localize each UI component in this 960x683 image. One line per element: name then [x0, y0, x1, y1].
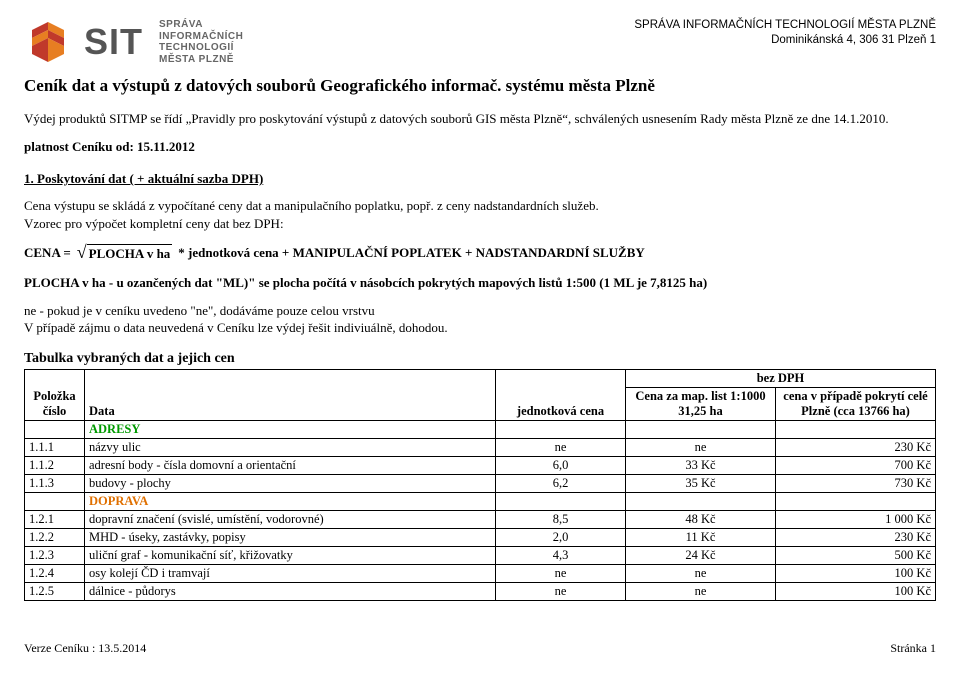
org-street: Dominikánská 4, 306 31 Plzeň 1	[634, 33, 936, 48]
cell-num: 1.2.3	[25, 546, 85, 564]
formula: CENA = √ PLOCHA v ha * jednotková cena +…	[24, 244, 936, 262]
table-row: 1.1.2 adresní body - čísla domovní a ori…	[25, 456, 936, 474]
th-polozka: Položka číslo	[25, 369, 85, 420]
cell-data: budovy - plochy	[85, 474, 496, 492]
cell-map: 48 Kč	[626, 510, 776, 528]
cell-jc: 8,5	[496, 510, 626, 528]
table-row: 1.2.1 dopravní značení (svislé, umístění…	[25, 510, 936, 528]
th-jc: jednotková cena	[496, 369, 626, 420]
cell-jc: ne	[496, 564, 626, 582]
table-row: 1.2.4 osy kolejí ČD i tramvají ne ne 100…	[25, 564, 936, 582]
cell-data: osy kolejí ČD i tramvají	[85, 564, 496, 582]
table-title: Tabulka vybraných dat a jejich cen	[24, 351, 936, 367]
cell-full: 700 Kč	[776, 456, 936, 474]
sqrt-icon: √	[77, 243, 87, 261]
logo: SIT SPRÁVA INFORMAČNÍCH TECHNOLOGIÍ MĚST…	[24, 18, 243, 66]
cell-jc: 2,0	[496, 528, 626, 546]
cell-map: 35 Kč	[626, 474, 776, 492]
th-map: Cena za map. list 1:1000 31,25 ha	[626, 387, 776, 420]
th-full: cena v případě pokrytí celé Plzně (cca 1…	[776, 387, 936, 420]
table-row: 1.1.1 názvy ulic ne ne 230 Kč	[25, 438, 936, 456]
cell-map: ne	[626, 582, 776, 600]
cell-map: 11 Kč	[626, 528, 776, 546]
section-row-adresy: ADRESY	[25, 420, 936, 438]
cell-data: MHD - úseky, zastávky, popisy	[85, 528, 496, 546]
org-name: SPRÁVA INFORMAČNÍCH TECHNOLOGIÍ MĚSTA PL…	[634, 18, 936, 33]
footer-version: Verze Ceníku : 13.5.2014	[24, 641, 146, 656]
cell-jc: 6,0	[496, 456, 626, 474]
cell-jc: ne	[496, 582, 626, 600]
cell-num: 1.2.4	[25, 564, 85, 582]
section-row-doprava: DOPRAVA	[25, 492, 936, 510]
table-row: 1.2.5 dálnice - půdorys ne ne 100 Kč	[25, 582, 936, 600]
page-title: Ceník dat a výstupů z datových souborů G…	[24, 76, 936, 96]
section-label: DOPRAVA	[85, 492, 496, 510]
cell-map: 24 Kč	[626, 546, 776, 564]
cell-data: uliční graf - komunikační síť, křižovatk…	[85, 546, 496, 564]
ne-notes: ne - pokud je v ceníku uvedeno "ne", dod…	[24, 302, 936, 337]
cell-full: 230 Kč	[776, 528, 936, 546]
formula-sqrt-arg: PLOCHA v ha	[87, 244, 173, 262]
logo-sub-line: TECHNOLOGIÍ	[159, 42, 243, 54]
cell-num: 1.1.3	[25, 474, 85, 492]
logo-icon	[24, 18, 72, 66]
ne-note-1: ne - pokud je v ceníku uvedeno "ne", dod…	[24, 303, 375, 318]
section-label: ADRESY	[85, 420, 496, 438]
price-explain-2: Vzorec pro výpočet kompletní ceny dat be…	[24, 216, 284, 231]
cell-map: ne	[626, 564, 776, 582]
header: SIT SPRÁVA INFORMAČNÍCH TECHNOLOGIÍ MĚST…	[24, 18, 936, 66]
logo-sub-line: INFORMAČNÍCH	[159, 31, 243, 43]
price-explain: Cena výstupu se skládá z vypočítané ceny…	[24, 197, 936, 232]
footer: Verze Ceníku : 13.5.2014 Stránka 1	[24, 641, 936, 656]
th-data: Data	[85, 369, 496, 420]
cell-jc: 6,2	[496, 474, 626, 492]
section-1-heading: 1. Poskytování dat ( + aktuální sazba DP…	[24, 171, 936, 187]
cell-data: adresní body - čísla domovní a orientačn…	[85, 456, 496, 474]
plocha-note: PLOCHA v ha - u ozančených dat "ML)" se …	[24, 274, 936, 292]
th-bezdph: bez DPH	[626, 369, 936, 387]
ne-note-2: V případě zájmu o data neuvedená v Ceník…	[24, 320, 448, 335]
cell-data: dopravní značení (svislé, umístění, vodo…	[85, 510, 496, 528]
cell-full: 500 Kč	[776, 546, 936, 564]
cell-num: 1.2.2	[25, 528, 85, 546]
cell-data: názvy ulic	[85, 438, 496, 456]
validity-line: platnost Ceníku od: 15.11.2012	[24, 138, 936, 156]
formula-sqrt: √ PLOCHA v ha	[77, 244, 173, 262]
formula-rhs: * jednotková cena + MANIPULAČNÍ POPLATEK…	[178, 245, 644, 261]
cell-num: 1.1.2	[25, 456, 85, 474]
cell-full: 100 Kč	[776, 564, 936, 582]
cell-jc: 4,3	[496, 546, 626, 564]
cell-num: 1.2.1	[25, 510, 85, 528]
intro-paragraph: Výdej produktů SITMP se řídí „Pravidly p…	[24, 110, 936, 128]
cell-full: 230 Kč	[776, 438, 936, 456]
price-table: Položka číslo Data jednotková cena bez D…	[24, 369, 936, 601]
table-row: 1.1.3 budovy - plochy 6,2 35 Kč 730 Kč	[25, 474, 936, 492]
cell-map: 33 Kč	[626, 456, 776, 474]
cell-full: 100 Kč	[776, 582, 936, 600]
cell-data: dálnice - půdorys	[85, 582, 496, 600]
table-row: 1.2.2 MHD - úseky, zastávky, popisy 2,0 …	[25, 528, 936, 546]
org-address: SPRÁVA INFORMAČNÍCH TECHNOLOGIÍ MĚSTA PL…	[634, 18, 936, 48]
logo-subtext: SPRÁVA INFORMAČNÍCH TECHNOLOGIÍ MĚSTA PL…	[159, 19, 243, 65]
cell-map: ne	[626, 438, 776, 456]
logo-sub-line: SPRÁVA	[159, 19, 243, 31]
price-explain-1: Cena výstupu se skládá z vypočítané ceny…	[24, 198, 599, 213]
cell-num: 1.1.1	[25, 438, 85, 456]
logo-sub-line: MĚSTA PLZNĚ	[159, 54, 243, 66]
cell-full: 1 000 Kč	[776, 510, 936, 528]
cell-num: 1.2.5	[25, 582, 85, 600]
table-row: 1.2.3 uliční graf - komunikační síť, kři…	[25, 546, 936, 564]
formula-lhs: CENA =	[24, 245, 71, 261]
logo-word: SIT	[84, 21, 143, 63]
footer-page: Stránka 1	[890, 641, 936, 656]
cell-jc: ne	[496, 438, 626, 456]
cell-full: 730 Kč	[776, 474, 936, 492]
